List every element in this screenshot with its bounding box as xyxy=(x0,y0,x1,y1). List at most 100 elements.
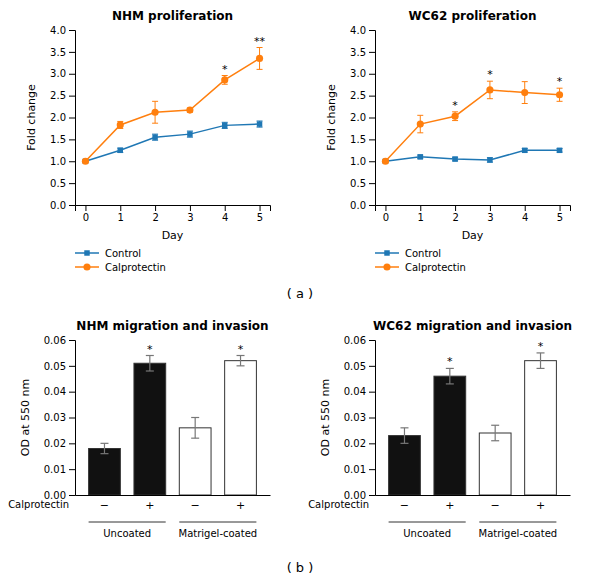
tick-mark xyxy=(385,205,386,211)
group-bracket xyxy=(179,522,256,523)
tick: − xyxy=(491,499,500,512)
tick-label: 5 xyxy=(557,212,563,223)
tick-label: 3.5 xyxy=(50,47,66,58)
tick: − xyxy=(400,499,409,512)
error-bar-cap xyxy=(452,120,458,121)
y-axis-title: OD at 550 nm xyxy=(319,379,332,456)
marker xyxy=(452,113,459,120)
marker xyxy=(418,154,423,159)
tick-mark xyxy=(69,161,75,162)
tick-mark xyxy=(69,340,75,341)
tick-label: − xyxy=(100,499,109,512)
marker xyxy=(187,131,192,136)
tick-mark xyxy=(225,205,226,211)
tick-label: 5 xyxy=(257,212,263,223)
annotation: * xyxy=(238,343,244,356)
tick: 2.5 xyxy=(350,90,375,101)
tick: 0.05 xyxy=(344,361,375,372)
tick-mark xyxy=(490,205,491,211)
tick-label: 0.5 xyxy=(350,178,366,189)
tick-mark xyxy=(369,118,375,119)
series-line xyxy=(85,124,259,161)
tick: 3.0 xyxy=(50,68,75,79)
error-bar xyxy=(222,122,228,128)
tick-label: 0 xyxy=(383,212,389,223)
marker xyxy=(152,109,159,116)
tick: 3 xyxy=(487,205,493,223)
x-axis-title: Day xyxy=(462,229,484,242)
legend-label: Control xyxy=(405,248,441,259)
group-label: Uncoated xyxy=(403,528,451,539)
tick: 2 xyxy=(452,205,458,223)
marker xyxy=(383,159,388,164)
tick-label: 3 xyxy=(187,212,193,223)
tick: 5 xyxy=(557,205,563,223)
y-axis: 0.000.010.020.030.040.050.06 xyxy=(344,335,376,501)
tick: 3.0 xyxy=(350,68,375,79)
panel-label: ( a ) xyxy=(287,286,313,301)
tick-mark xyxy=(69,183,75,184)
panel-label: ( b ) xyxy=(287,560,314,575)
tick-label: 4 xyxy=(522,212,528,223)
error-bar-stem xyxy=(495,425,496,441)
tick-mark xyxy=(369,183,375,184)
y-axis-line xyxy=(69,31,76,206)
tick-label: 3.0 xyxy=(350,68,366,79)
tick-label: 4.0 xyxy=(50,25,66,36)
tick: 0 xyxy=(83,205,89,223)
tick: 4 xyxy=(222,205,228,223)
marker xyxy=(417,120,424,127)
x-axis: 012345 xyxy=(76,205,271,223)
error-bar xyxy=(446,368,454,384)
tick: 0.01 xyxy=(344,464,375,475)
chart-title: NHM migration and invasion xyxy=(76,319,268,333)
tick: 0.02 xyxy=(44,438,75,449)
marker xyxy=(118,148,123,153)
y-axis-title: OD at 550 nm xyxy=(19,379,32,456)
tick-label: 2.0 xyxy=(350,112,366,123)
tick-mark xyxy=(369,495,375,496)
tick-mark xyxy=(369,30,375,31)
tick: 2.5 xyxy=(50,90,75,101)
marker xyxy=(522,148,527,153)
tick-mark xyxy=(69,30,75,31)
legend-label: Calprotectin xyxy=(405,262,466,273)
error-bar xyxy=(117,121,123,128)
error-bar-cap xyxy=(522,103,528,104)
plot-area xyxy=(89,356,257,496)
tick-mark xyxy=(120,205,121,211)
error-bar-cap xyxy=(191,417,199,418)
error-bar xyxy=(222,76,228,85)
tick-label: 1 xyxy=(418,212,424,223)
tick: 0 xyxy=(383,205,389,223)
tick-label: 0.0 xyxy=(350,200,366,211)
bar xyxy=(389,436,421,495)
tick-mark xyxy=(69,469,75,470)
tick-label: 0.0 xyxy=(50,200,66,211)
tick-label: − xyxy=(491,499,500,512)
tick-label: 0.02 xyxy=(44,438,66,449)
tick: 2 xyxy=(152,205,158,223)
group-bracket xyxy=(479,522,556,523)
tick-label: 1.0 xyxy=(50,156,66,167)
tick: 0.0 xyxy=(350,200,375,211)
tick: 3.5 xyxy=(50,47,75,58)
error-bar-cap xyxy=(100,443,108,444)
x-axis: 0 1 2 3 4 5 xyxy=(376,205,571,223)
legend-marker xyxy=(83,263,90,270)
figure: 0123450.00.51.01.52.02.53.03.54.0***NHM … xyxy=(0,0,600,587)
error-bar-cap xyxy=(152,123,158,124)
annotation: * xyxy=(447,355,453,368)
tick-label: 0 xyxy=(83,212,89,223)
tick-mark xyxy=(69,495,75,496)
x-axis: −+−+ xyxy=(376,496,571,512)
legend-item: Control xyxy=(375,248,441,259)
y-axis: 0.00.51.01.52.02.53.03.54.0 xyxy=(50,25,75,211)
error-bar-cap xyxy=(400,427,408,428)
error-bar-cap xyxy=(417,115,423,116)
marker xyxy=(117,121,124,128)
tick: + xyxy=(236,499,245,512)
tick-mark xyxy=(69,366,75,367)
error-bar xyxy=(187,131,193,137)
tick: 2.0 xyxy=(350,112,375,123)
